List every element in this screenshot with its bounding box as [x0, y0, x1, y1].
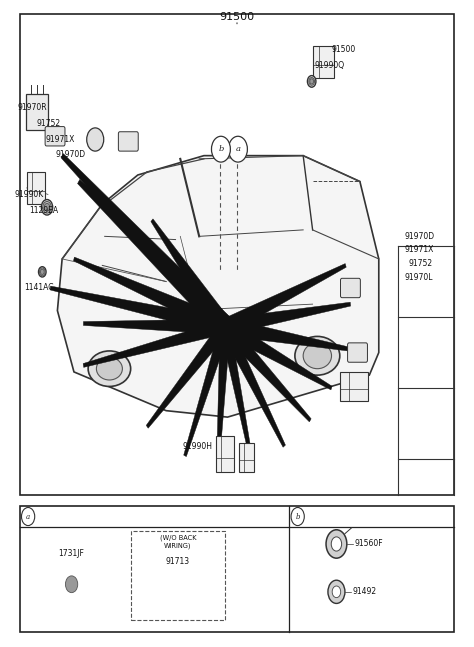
Text: 91990Q: 91990Q: [315, 61, 345, 70]
Circle shape: [228, 137, 247, 162]
Text: 91752: 91752: [408, 259, 432, 268]
Circle shape: [63, 572, 81, 597]
Circle shape: [59, 567, 84, 601]
Text: 91970D: 91970D: [55, 150, 85, 159]
Text: (W/O BACK
WIRING): (W/O BACK WIRING): [160, 534, 196, 549]
Polygon shape: [83, 319, 225, 334]
Ellipse shape: [295, 336, 340, 375]
Polygon shape: [151, 219, 230, 333]
Polygon shape: [220, 322, 285, 447]
Text: b: b: [218, 145, 224, 153]
Text: 91971X: 91971X: [46, 135, 75, 144]
Circle shape: [211, 137, 230, 162]
Circle shape: [326, 530, 347, 558]
FancyBboxPatch shape: [118, 132, 138, 151]
Polygon shape: [146, 321, 229, 428]
Text: 1129EA: 1129EA: [29, 206, 58, 215]
Circle shape: [87, 128, 104, 151]
Circle shape: [44, 203, 50, 211]
Circle shape: [331, 537, 342, 551]
Text: 91970R: 91970R: [17, 103, 47, 112]
Polygon shape: [61, 153, 230, 336]
Text: 91970D: 91970D: [405, 232, 435, 241]
Polygon shape: [50, 286, 226, 335]
Ellipse shape: [88, 351, 131, 386]
FancyBboxPatch shape: [347, 343, 367, 362]
Polygon shape: [221, 320, 311, 422]
Circle shape: [291, 507, 304, 525]
FancyBboxPatch shape: [340, 278, 360, 298]
Polygon shape: [223, 319, 332, 390]
Circle shape: [21, 507, 35, 525]
Text: 91990K: 91990K: [15, 190, 44, 199]
Text: 1731JF: 1731JF: [59, 549, 84, 558]
Circle shape: [38, 267, 46, 277]
Bar: [313, 46, 334, 78]
Polygon shape: [83, 320, 226, 367]
Circle shape: [40, 269, 44, 274]
Polygon shape: [118, 219, 229, 334]
Bar: [26, 94, 48, 130]
Polygon shape: [223, 263, 346, 334]
Polygon shape: [217, 326, 230, 463]
Circle shape: [332, 586, 341, 598]
Circle shape: [169, 579, 187, 604]
Text: 91500: 91500: [219, 12, 255, 22]
Bar: [27, 172, 45, 204]
Text: 91971X: 91971X: [405, 245, 434, 254]
Circle shape: [308, 76, 316, 87]
Text: 1141AC: 1141AC: [24, 283, 54, 292]
Polygon shape: [184, 324, 230, 457]
Circle shape: [43, 201, 51, 213]
Circle shape: [310, 79, 314, 84]
Circle shape: [39, 268, 45, 276]
Text: a: a: [236, 145, 240, 153]
Text: a: a: [26, 512, 30, 521]
Text: b: b: [295, 512, 300, 521]
Polygon shape: [224, 318, 351, 351]
Text: 91492: 91492: [352, 587, 376, 597]
Bar: [340, 372, 368, 401]
Circle shape: [165, 575, 190, 609]
Circle shape: [41, 199, 53, 215]
Text: 91560F: 91560F: [355, 540, 383, 549]
Bar: [19, 14, 455, 494]
Circle shape: [172, 584, 184, 600]
Text: 91752: 91752: [36, 119, 60, 128]
Bar: [131, 531, 225, 620]
Polygon shape: [57, 156, 379, 417]
Polygon shape: [220, 325, 253, 459]
Bar: [239, 443, 255, 472]
Bar: [216, 437, 234, 472]
Text: 91713: 91713: [166, 557, 190, 566]
Text: 91500: 91500: [331, 45, 356, 54]
Circle shape: [309, 78, 315, 85]
Text: 91990H: 91990H: [182, 442, 213, 451]
Text: 91970L: 91970L: [405, 272, 433, 281]
Ellipse shape: [96, 357, 122, 380]
FancyBboxPatch shape: [45, 127, 65, 146]
Polygon shape: [165, 264, 229, 334]
Polygon shape: [78, 179, 230, 336]
Circle shape: [328, 580, 345, 604]
Circle shape: [65, 576, 78, 593]
Bar: [19, 506, 455, 632]
Ellipse shape: [303, 343, 331, 369]
Polygon shape: [224, 302, 351, 335]
Polygon shape: [99, 199, 229, 334]
Polygon shape: [73, 257, 227, 335]
